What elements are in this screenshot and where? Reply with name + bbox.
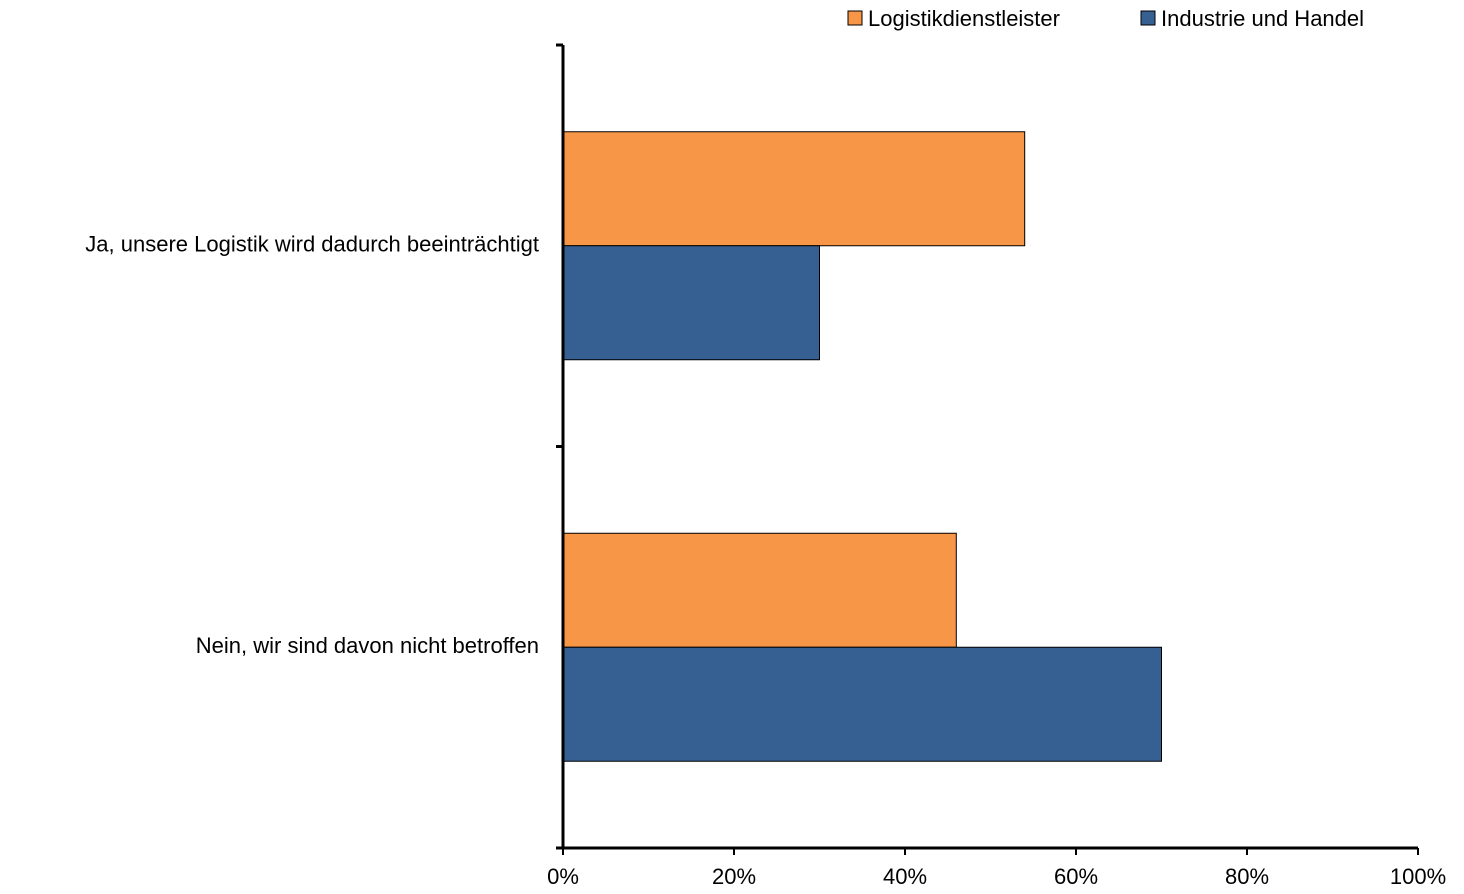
x-tick-label: 0% — [547, 864, 579, 889]
bars — [562, 131, 1162, 762]
bar-industrie-und-handel-2 — [562, 646, 1162, 762]
bar-logistikdienstleister-2 — [562, 532, 957, 648]
category-label: Nein, wir sind davon nicht betroffen — [196, 633, 539, 658]
bar-industrie-und-handel-1 — [562, 245, 820, 361]
legend-swatch-logistikdienstleister — [847, 10, 863, 26]
x-tick-label: 20% — [712, 864, 756, 889]
x-tick-label: 100% — [1390, 864, 1446, 889]
legend-label-logistikdienstleister: Logistikdienstleister — [868, 6, 1060, 31]
x-tick-label: 40% — [883, 864, 927, 889]
x-tick-label: 60% — [1054, 864, 1098, 889]
legend: Logistikdienstleister Industrie und Hande… — [847, 6, 1364, 31]
bar-logistikdienstleister-1 — [562, 131, 1026, 247]
x-tick-label: 80% — [1225, 864, 1269, 889]
category-label: Ja, unsere Logistik wird dadurch beeintr… — [85, 232, 539, 257]
legend-label-industrie-und-handel: Industrie und Handel — [1161, 6, 1364, 31]
legend-swatch-industrie-und-handel — [1140, 10, 1156, 26]
axes: Ja, unsere Logistik wird dadurch beeintr… — [85, 43, 1446, 889]
